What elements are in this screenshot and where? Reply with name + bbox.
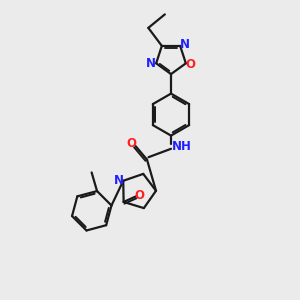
Text: N: N	[146, 57, 156, 70]
Text: N: N	[180, 38, 190, 51]
Text: N: N	[114, 174, 124, 187]
Text: O: O	[127, 136, 137, 150]
Text: NH: NH	[172, 140, 192, 153]
Text: O: O	[186, 58, 196, 71]
Text: O: O	[134, 189, 145, 203]
